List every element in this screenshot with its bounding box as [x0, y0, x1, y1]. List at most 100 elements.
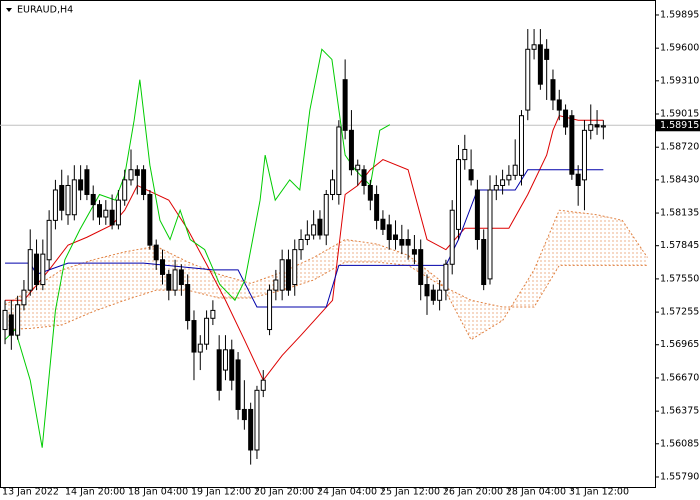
candle-body: [229, 349, 235, 381]
candle-body: [468, 169, 474, 181]
candle-body: [166, 273, 172, 291]
y-tick-label: 1.59310: [660, 75, 699, 86]
candle-body: [506, 174, 512, 181]
candle-body: [21, 289, 27, 306]
candle-body: [355, 164, 361, 171]
candle-body: [78, 179, 84, 191]
candle-body: [481, 239, 487, 286]
y-tick-label: 1.56085: [660, 438, 699, 449]
candle-body: [563, 109, 569, 128]
y-tick-label: 1.56375: [660, 406, 699, 417]
candle-body: [342, 79, 348, 131]
candle-body: [537, 44, 543, 85]
y-tick-label: 1.58430: [660, 174, 699, 185]
y-tick-label: 1.57550: [660, 273, 699, 284]
candle-body: [285, 259, 291, 291]
menu-triangle: [6, 8, 12, 12]
candle-body: [210, 309, 216, 319]
candle-body: [405, 239, 411, 246]
candle-body: [115, 199, 121, 226]
last-price-label: 1.58915: [660, 120, 699, 131]
x-tick-label: 14 Jan 20:00: [65, 487, 125, 498]
candle-body: [153, 244, 159, 261]
y-tick-label: 1.57255: [660, 307, 699, 318]
candle-body: [197, 343, 203, 353]
candle-body: [500, 179, 506, 186]
symbol-title: EURAUD,H4: [17, 5, 73, 16]
indicator-line: [4, 48, 391, 448]
x-tick-label: 31 Jan 12:00: [569, 487, 629, 498]
candle-body: [97, 204, 103, 218]
candle-body: [323, 193, 329, 236]
candle-body: [172, 269, 178, 291]
candle-body: [304, 234, 310, 241]
x-tick-label: 26 Jan 20:00: [443, 487, 503, 498]
candle-body: [46, 219, 52, 261]
candle-body: [474, 189, 480, 241]
y-tick-label: 1.56670: [660, 372, 699, 383]
candle-body: [361, 169, 367, 186]
candle-body: [380, 218, 386, 230]
candle-body: [311, 224, 317, 236]
candle-body: [336, 126, 342, 195]
y-tick-label: 1.58135: [660, 208, 699, 219]
candle-body: [273, 279, 279, 291]
candle-body: [424, 284, 430, 297]
candle-body: [525, 48, 531, 111]
y-tick-label: 1.59600: [660, 43, 699, 54]
x-tick-label: 20 Jan 20:00: [254, 487, 314, 498]
candle-body: [493, 184, 499, 191]
candle-body: [147, 193, 153, 246]
last-price-box: [656, 119, 700, 132]
candle-body: [462, 148, 468, 161]
y-tick-label: 1.55790: [660, 471, 699, 482]
candle-body: [393, 234, 399, 241]
candle-body: [456, 159, 461, 230]
y-tick-label: 1.58720: [660, 142, 699, 153]
candle-body: [411, 249, 417, 255]
y-tick-label: 1.56965: [660, 339, 699, 350]
candle-body: [159, 259, 165, 275]
candle-body: [600, 125, 606, 128]
candle-body: [204, 317, 210, 345]
candle-body: [2, 309, 8, 331]
y-tick-label: 1.59015: [660, 109, 699, 120]
candle-body: [518, 115, 524, 176]
candle-body: [65, 184, 71, 216]
candle-body: [260, 379, 266, 391]
candle-body: [556, 99, 562, 111]
candle-body: [103, 209, 109, 218]
candle-body: [248, 408, 254, 451]
candle-body: [267, 289, 273, 331]
y-tick-label: 1.57845: [660, 240, 699, 251]
candle-body: [241, 408, 247, 421]
candle-body: [216, 349, 222, 391]
candle-body: [544, 48, 550, 60]
candle-body: [367, 184, 373, 201]
cloud-span: [4, 209, 648, 341]
candle-body: [71, 179, 77, 216]
x-tick-label: 18 Jan 04:00: [128, 487, 188, 498]
candle-body: [292, 249, 298, 286]
candle-body: [399, 239, 405, 246]
candle-body: [531, 44, 537, 50]
candle-body: [569, 115, 575, 175]
candle-body: [128, 169, 134, 181]
candle-body: [40, 253, 46, 286]
candle-body: [185, 284, 191, 322]
candle-body: [90, 193, 96, 206]
candle-body: [449, 209, 455, 265]
candle-body: [279, 259, 285, 291]
candle-body: [122, 179, 128, 201]
candle-body: [298, 239, 304, 251]
candle-body: [487, 189, 493, 280]
x-tick-label: 25 Jan 12:00: [380, 487, 440, 498]
candle-body: [178, 269, 184, 286]
candle-body: [84, 169, 90, 195]
cloud-span: [5, 261, 648, 331]
candle-body: [588, 124, 594, 131]
candle-body: [59, 184, 65, 211]
candle-body: [550, 79, 556, 101]
candle-body: [317, 218, 323, 236]
